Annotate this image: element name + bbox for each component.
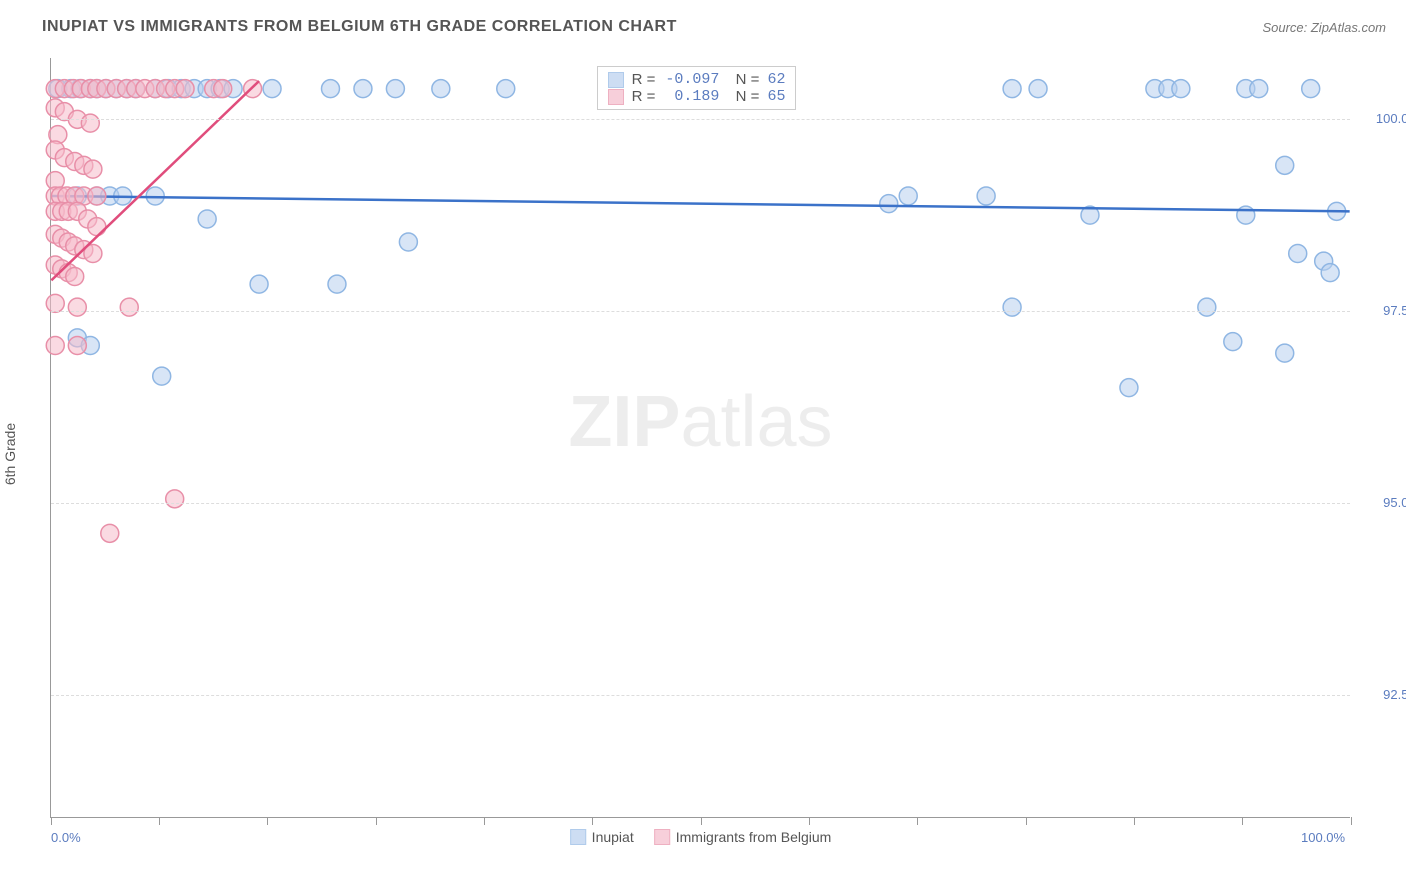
scatter-point: [1029, 80, 1047, 98]
bottom-legend: Inupiat Immigrants from Belgium: [570, 829, 832, 845]
y-tick-label: 97.5%: [1383, 303, 1406, 318]
scatter-point: [1276, 344, 1294, 362]
scatter-point: [328, 275, 346, 293]
chart-plot-area: ZIPatlas R = -0.097 N = 62 R = 0.189 N =…: [50, 58, 1350, 818]
stats-legend-box: R = -0.097 N = 62 R = 0.189 N = 65: [597, 66, 797, 110]
trend-line: [51, 81, 259, 280]
scatter-point: [1120, 379, 1138, 397]
scatter-point: [263, 80, 281, 98]
scatter-point: [1003, 80, 1021, 98]
legend-item: Inupiat: [570, 829, 634, 845]
x-tick: [1134, 817, 1135, 825]
r-value: 0.189: [663, 88, 719, 105]
legend-label: Inupiat: [592, 829, 634, 845]
scatter-point: [198, 210, 216, 228]
scatter-point: [66, 268, 84, 286]
r-label: R =: [632, 71, 656, 88]
scatter-point: [1224, 333, 1242, 351]
scatter-point: [250, 275, 268, 293]
gridline: [51, 503, 1350, 504]
x-tick: [267, 817, 268, 825]
scatter-point: [1003, 298, 1021, 316]
gridline: [51, 695, 1350, 696]
legend-item: Immigrants from Belgium: [654, 829, 832, 845]
scatter-point: [88, 218, 106, 236]
scatter-point: [1276, 156, 1294, 174]
x-tick: [159, 817, 160, 825]
scatter-point: [1172, 80, 1190, 98]
n-label: N =: [727, 71, 759, 88]
scatter-point: [120, 298, 138, 316]
gridline: [51, 119, 1350, 120]
scatter-point: [153, 367, 171, 385]
scatter-point: [1321, 264, 1339, 282]
legend-label: Immigrants from Belgium: [676, 829, 832, 845]
scatter-point: [68, 298, 86, 316]
n-value: 65: [767, 88, 785, 105]
legend-swatch: [654, 829, 670, 845]
y-tick-label: 100.0%: [1376, 111, 1406, 126]
chart-title: INUPIAT VS IMMIGRANTS FROM BELGIUM 6TH G…: [42, 18, 677, 36]
r-value: -0.097: [663, 71, 719, 88]
scatter-point: [1302, 80, 1320, 98]
scatter-point: [497, 80, 515, 98]
scatter-point: [899, 187, 917, 205]
scatter-point: [68, 337, 86, 355]
scatter-point: [321, 80, 339, 98]
scatter-point: [101, 524, 119, 542]
x-tick: [1351, 817, 1352, 825]
scatter-plot-svg: [51, 58, 1350, 817]
source-attribution: Source: ZipAtlas.com: [1262, 20, 1386, 35]
scatter-point: [880, 195, 898, 213]
x-tick: [484, 817, 485, 825]
scatter-point: [1289, 245, 1307, 263]
scatter-point: [1250, 80, 1268, 98]
x-tick: [809, 817, 810, 825]
y-tick-label: 92.5%: [1383, 687, 1406, 702]
x-tick: [701, 817, 702, 825]
x-tick: [1242, 817, 1243, 825]
legend-swatch: [570, 829, 586, 845]
scatter-point: [432, 80, 450, 98]
x-tick-label: 100.0%: [1301, 830, 1345, 845]
x-tick: [1026, 817, 1027, 825]
scatter-point: [88, 187, 106, 205]
x-tick: [592, 817, 593, 825]
y-axis-label: 6th Grade: [2, 423, 18, 485]
y-tick-label: 95.0%: [1383, 495, 1406, 510]
gridline: [51, 311, 1350, 312]
scatter-point: [386, 80, 404, 98]
x-tick: [376, 817, 377, 825]
stats-row: R = 0.189 N = 65: [608, 88, 786, 105]
stats-row: R = -0.097 N = 62: [608, 71, 786, 88]
scatter-point: [399, 233, 417, 251]
r-label: R =: [632, 88, 656, 105]
scatter-point: [84, 160, 102, 178]
x-tick: [51, 817, 52, 825]
scatter-point: [46, 337, 64, 355]
x-tick-label: 0.0%: [51, 830, 81, 845]
scatter-point: [354, 80, 372, 98]
scatter-point: [1198, 298, 1216, 316]
scatter-point: [81, 114, 99, 132]
trend-line: [51, 196, 1349, 211]
scatter-point: [977, 187, 995, 205]
scatter-point: [214, 80, 232, 98]
n-value: 62: [767, 71, 785, 88]
legend-swatch: [608, 89, 624, 105]
scatter-point: [46, 294, 64, 312]
scatter-point: [176, 80, 194, 98]
x-tick: [917, 817, 918, 825]
legend-swatch: [608, 72, 624, 88]
scatter-point: [166, 490, 184, 508]
n-label: N =: [727, 88, 759, 105]
